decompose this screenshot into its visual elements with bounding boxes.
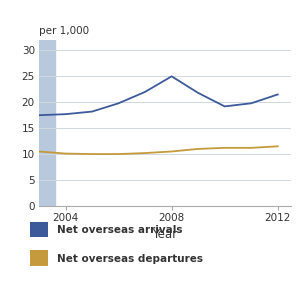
Text: per 1,000: per 1,000 — [39, 26, 89, 36]
Text: Net overseas arrivals: Net overseas arrivals — [57, 225, 182, 235]
Text: Net overseas departures: Net overseas departures — [57, 254, 203, 264]
X-axis label: Year: Year — [152, 229, 178, 241]
Bar — [39, 40, 55, 206]
